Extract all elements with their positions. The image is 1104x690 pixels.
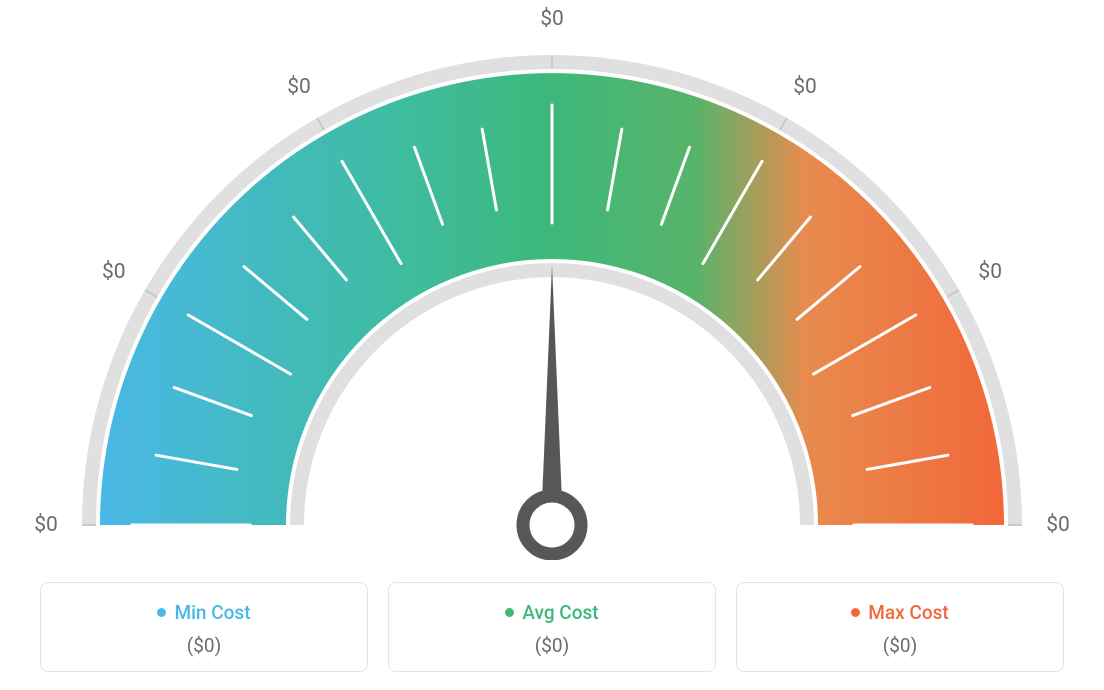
legend-title-max: Max Cost — [851, 601, 948, 624]
gauge-tick-label: $0 — [540, 7, 564, 31]
legend-card-min: Min Cost ($0) — [40, 582, 368, 672]
gauge-tick-label: $0 — [287, 75, 311, 99]
gauge-tick-label: $0 — [1046, 513, 1070, 537]
legend-dot-min — [157, 608, 166, 617]
legend-value-min: ($0) — [51, 634, 357, 657]
gauge-area: $0 $0 $0 $0 $0 $0 $0 — [0, 0, 1104, 560]
legend-title-avg: Avg Cost — [505, 601, 598, 624]
legend-dot-max — [851, 608, 860, 617]
legend-title-min: Min Cost — [157, 601, 250, 624]
legend-card-avg: Avg Cost ($0) — [388, 582, 716, 672]
gauge-tick-label: $0 — [793, 75, 817, 99]
cost-gauge-container: $0 $0 $0 $0 $0 $0 $0 Min Cost ($0) Avg Cost ($… — [0, 0, 1104, 690]
legend-value-avg: ($0) — [399, 634, 705, 657]
legend-label-min: Min Cost — [174, 601, 250, 624]
legend-label-avg: Avg Cost — [522, 601, 598, 624]
gauge-tick-label: $0 — [978, 260, 1002, 284]
legend-value-max: ($0) — [747, 634, 1053, 657]
gauge-svg — [0, 0, 1104, 560]
legend-label-max: Max Cost — [868, 601, 948, 624]
legend-dot-avg — [505, 608, 514, 617]
legend-row: Min Cost ($0) Avg Cost ($0) Max Cost ($0… — [40, 582, 1064, 672]
gauge-tick-label: $0 — [34, 513, 58, 537]
legend-card-max: Max Cost ($0) — [736, 582, 1064, 672]
gauge-tick-label: $0 — [102, 260, 126, 284]
